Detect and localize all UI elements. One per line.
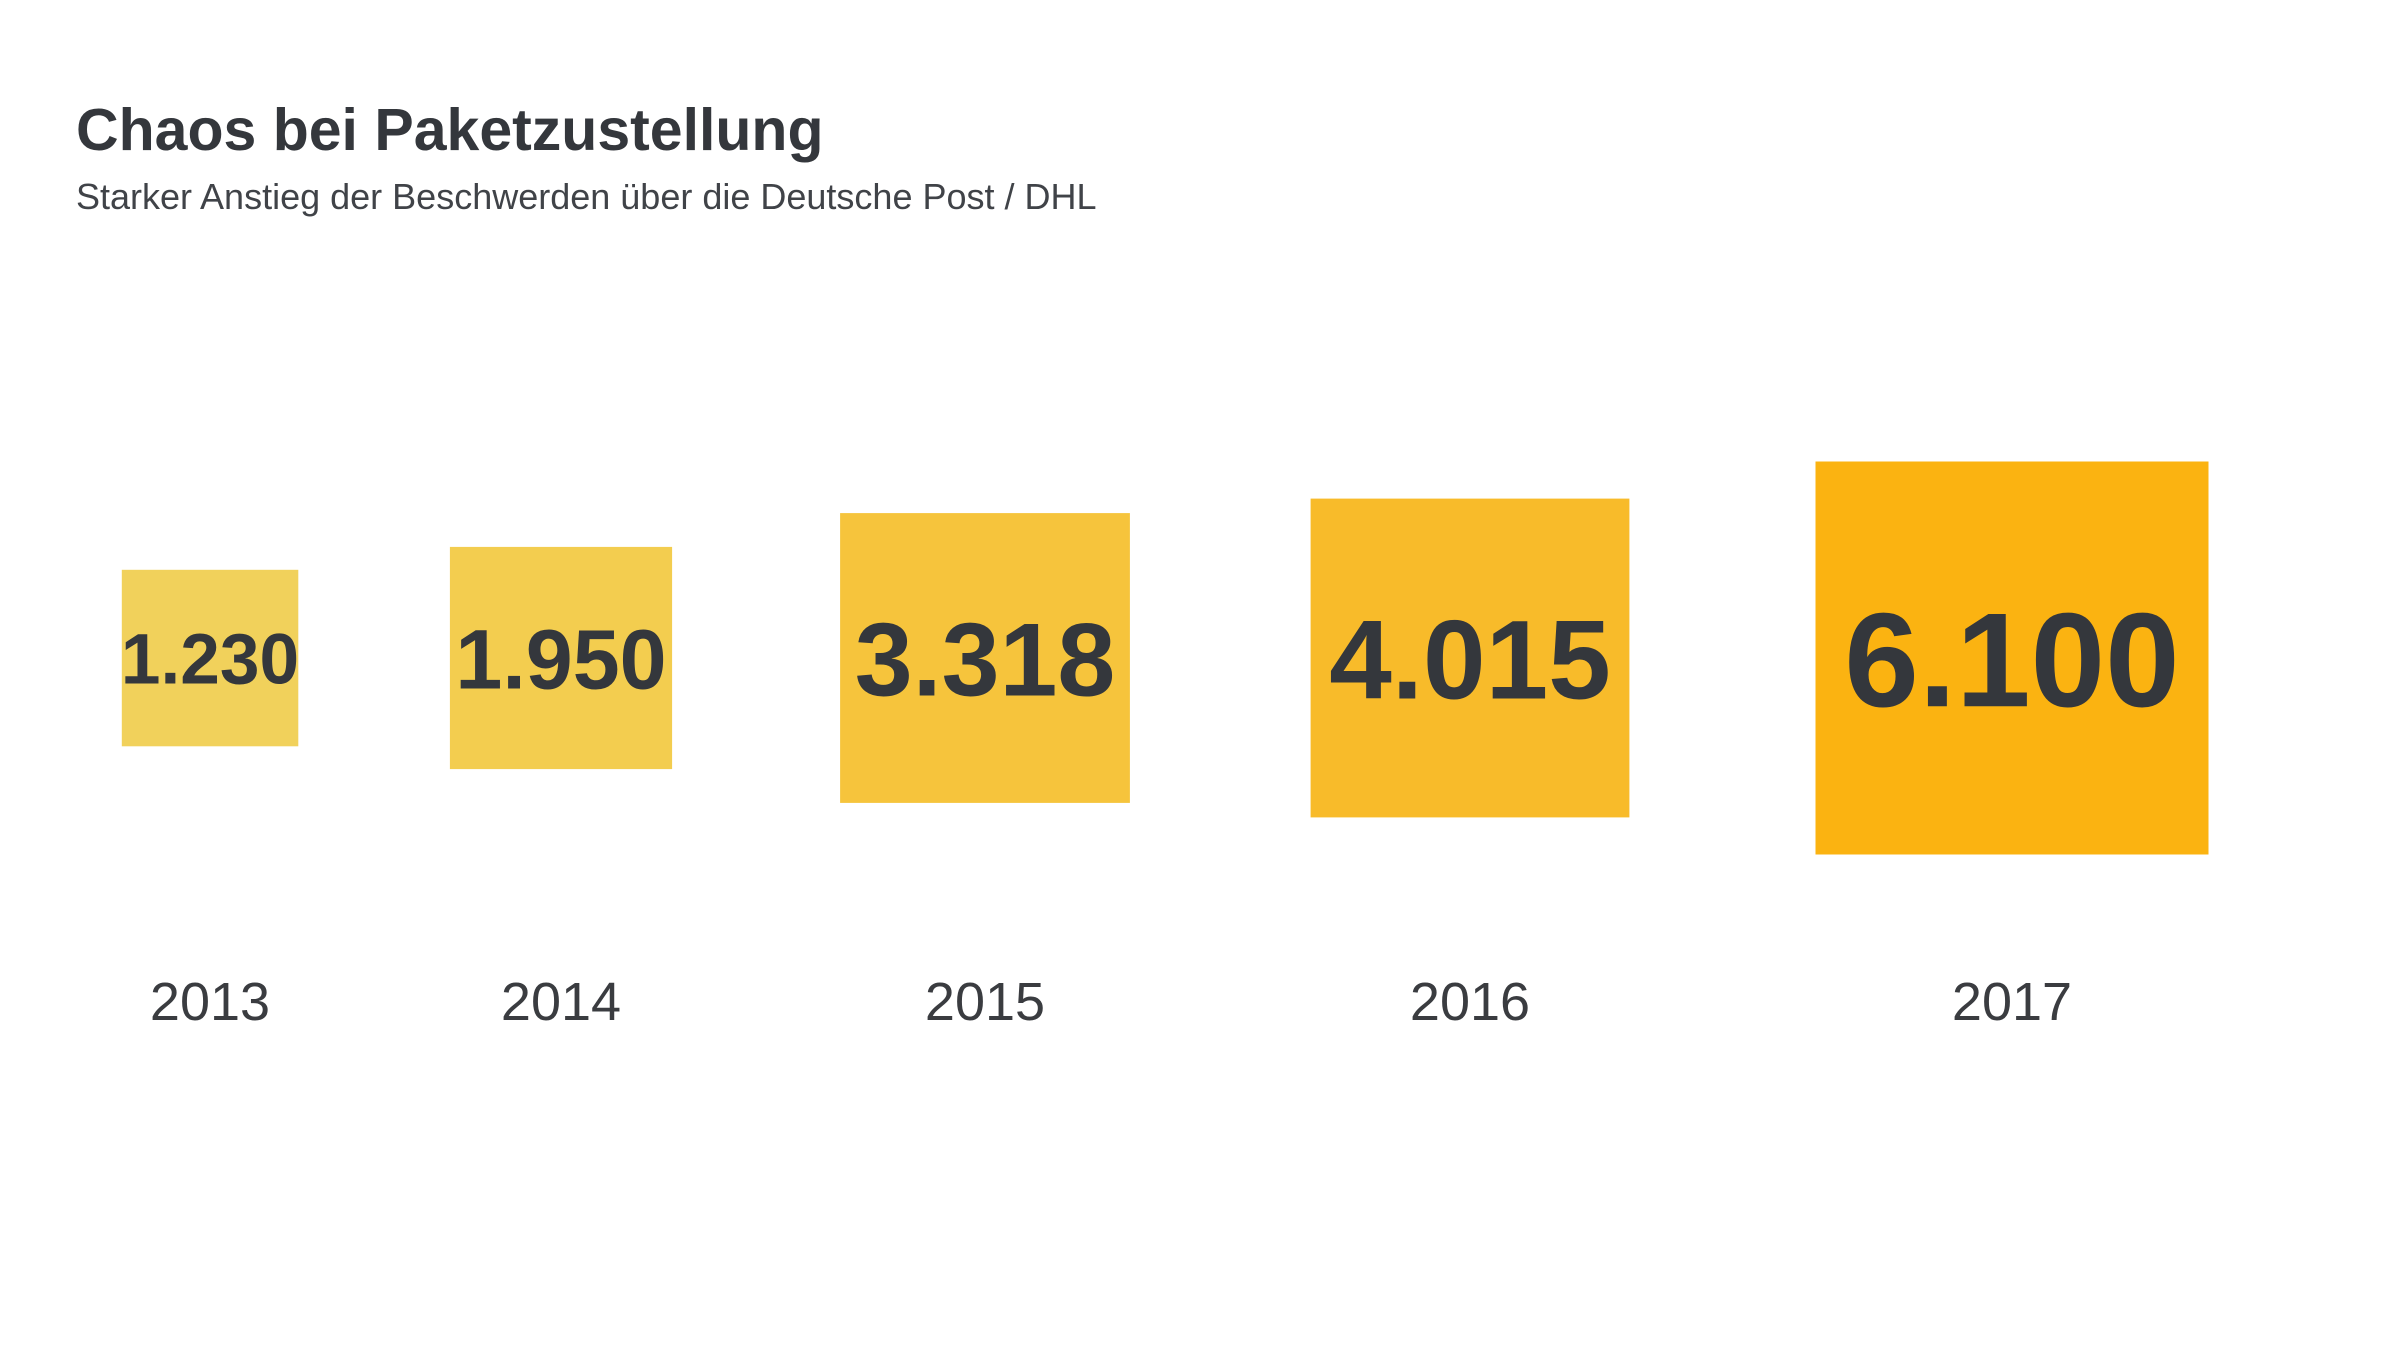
chart-subtitle: Starker Anstieg der Beschwerden über die… xyxy=(76,176,1097,217)
value-label-2015: 3.318 xyxy=(855,603,1116,719)
year-label-2016: 2016 xyxy=(1410,972,1530,1032)
value-label-2017: 6.100 xyxy=(1844,586,2179,735)
year-label-2014: 2014 xyxy=(501,972,621,1032)
value-square-2016 xyxy=(1310,498,1630,818)
value-label-2014: 1.950 xyxy=(455,612,666,706)
value-label-2013: 1.230 xyxy=(121,621,299,700)
chart-title: Chaos bei Paketzustellung xyxy=(76,97,824,163)
value-square-2014 xyxy=(449,546,673,770)
year-label-2015: 2015 xyxy=(925,972,1045,1032)
value-square-2017 xyxy=(1815,461,2209,855)
value-label-2016: 4.015 xyxy=(1329,597,1611,723)
year-label-2013: 2013 xyxy=(150,972,270,1032)
year-label-2017: 2017 xyxy=(1952,972,2072,1032)
value-square-2015 xyxy=(840,513,1130,803)
value-square-2013 xyxy=(121,569,299,747)
